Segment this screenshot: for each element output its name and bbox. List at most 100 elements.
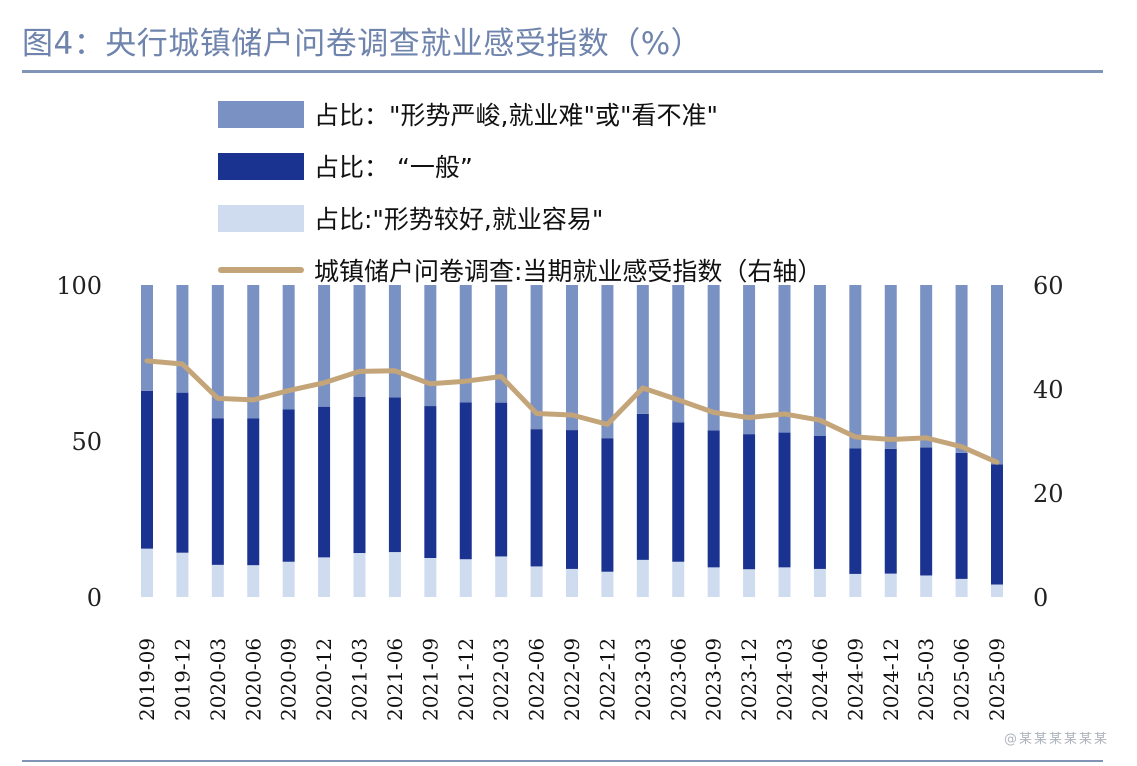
bottom-divider [22,760,1103,762]
bar-segment-s0 [884,573,897,597]
bar-segment-s0 [566,568,578,597]
right-axis-tick: 40 [1033,376,1064,404]
legend-label-good: 占比:"形势较好,就业容易" [314,205,604,234]
bar-segment-s2 [566,285,578,431]
bar-segment-s2 [176,285,189,393]
right-axis-tick: 60 [1033,272,1064,300]
x-axis-tick-label: 2025-03 [914,638,938,721]
bar-segment-s0 [955,578,968,597]
bar-segment-s2 [743,285,756,435]
watermark: @某某某某某某 [1003,732,1109,747]
bar-segment-s0 [495,556,508,597]
bar-segment-s1 [813,436,826,569]
bar-segment-s1 [707,430,720,568]
bar-segment-s0 [318,557,331,597]
x-axis-tick-label: 2019-09 [135,638,159,721]
x-axis-tick-label: 2021-12 [454,638,478,721]
legend-item-index: 城镇储户问卷调查:当期就业感受指数（右轴） [218,244,822,296]
legend-swatch-index [218,267,304,273]
bar-segment-s2 [318,285,331,407]
bar-segment-s2 [707,285,720,431]
bar-segment-s0 [353,553,366,597]
x-axis-tick-label: 2020-03 [206,638,230,721]
x-axis-tick-label: 2023-03 [631,638,655,721]
x-axis-tick-label: 2023-06 [666,638,690,721]
bar-segment-s1 [388,397,401,553]
x-axis-tick-label: 2024-12 [879,638,903,721]
bar-segment-s2 [459,285,472,403]
bar-segment-s1 [991,464,1003,585]
bar-segment-s1 [743,434,756,570]
bar-segment-s0 [176,552,189,597]
title-divider [22,70,1103,73]
legend-label-average: 占比： “一般” [314,153,473,182]
x-axis-tick-label: 2022-12 [595,638,619,721]
bar-segment-s2 [353,285,366,398]
bar-segment-s1 [318,406,331,558]
x-axis-tick-label: 2023-09 [702,638,726,721]
right-axis-tick: 20 [1033,480,1064,508]
bar-segment-s1 [211,418,224,565]
bar-segment-s2 [636,285,649,414]
bar-segment-s0 [991,584,1003,597]
bar-segment-s1 [353,397,366,554]
bar-segment-s0 [920,575,933,597]
right-axis-tick: 0 [1033,584,1048,612]
bar-segment-s0 [636,559,649,597]
bar-segment-s0 [530,566,543,597]
bar-segment-s1 [601,438,614,572]
bar-segment-s1 [424,406,437,558]
bar-segment-s0 [211,564,224,597]
bar-segment-s2 [884,285,897,449]
bar-segment-s2 [920,285,933,448]
bar-segment-s1 [672,422,685,562]
bar-segment-s2 [141,285,153,391]
bar-segment-s0 [141,548,153,597]
bar-segment-s0 [849,573,862,597]
legend-item-good: 占比:"形势较好,就业容易" [218,192,822,244]
bar-segment-s2 [424,285,437,407]
bar-segment-s2 [991,285,1003,465]
legend-swatch-severe [218,100,304,128]
left-axis-tick: 100 [56,272,102,300]
x-axis-tick-label: 2025-06 [950,638,974,721]
x-axis-tick-label: 2020-12 [312,638,336,721]
bar-segment-s1 [282,409,295,562]
bar-segment-s1 [955,452,968,579]
bar-segment-s2 [672,285,685,423]
bar-segment-s1 [884,448,897,574]
legend-item-average: 占比： “一般” [218,140,822,192]
bar-segment-s2 [849,285,862,449]
bar-segment-s2 [813,285,826,437]
bar-segment-s1 [636,413,649,560]
x-axis-tick-label: 2024-03 [773,638,797,721]
bar-segment-s2 [778,285,791,433]
x-axis-tick-label: 2021-03 [348,638,372,721]
bar-segment-s2 [601,285,614,439]
bar-segment-s2 [955,285,968,453]
bar-segment-s0 [743,569,756,597]
bar-segment-s1 [778,432,791,568]
bar-segment-s0 [459,559,472,597]
chart-title: 图4：央行城镇储户问卷调查就业感受指数（%） [22,26,703,62]
bar-segment-s2 [282,285,295,410]
legend-item-severe: 占比："形势严峻,就业难"或"看不准" [218,88,822,140]
bar-segment-s2 [247,285,260,419]
x-axis-tick-label: 2022-03 [489,638,513,721]
x-axis-tick-label: 2022-06 [525,638,549,721]
bar-segment-s1 [495,402,508,557]
x-axis-tick-label: 2023-12 [737,638,761,721]
bar-segment-s0 [707,567,720,597]
x-axis-tick-label: 2020-06 [241,638,265,721]
x-axis-tick-label: 2021-06 [383,638,407,721]
bar-segment-s1 [176,392,189,553]
bar-segment-s0 [247,565,260,597]
bar-segment-s0 [813,568,826,597]
x-axis-tick-label: 2021-09 [418,638,442,721]
bar-segment-s0 [601,571,614,597]
index-line [144,358,1000,465]
legend-label-index: 城镇储户问卷调查:当期就业感受指数（右轴） [314,257,823,286]
bar-segment-s0 [424,558,437,597]
chart-legend: 占比："形势严峻,就业难"或"看不准" 占比： “一般” 占比:"形势较好,就业… [218,88,822,296]
